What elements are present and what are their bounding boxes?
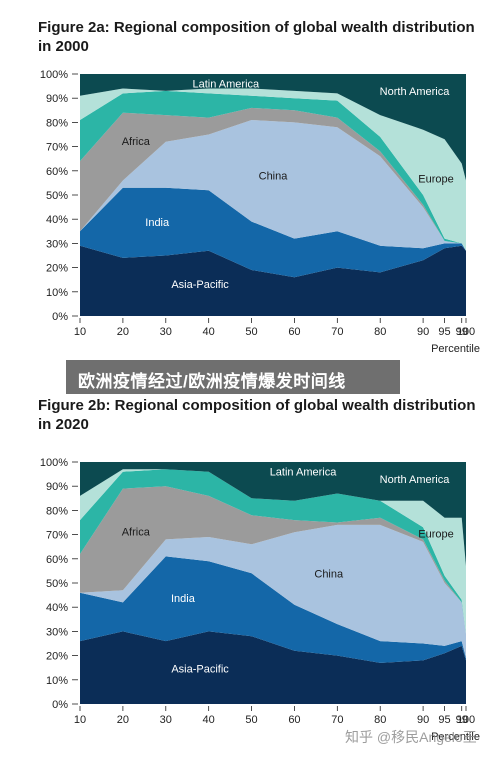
y-tick-label: 30% (46, 626, 68, 638)
x-tick-label: 70 (331, 326, 343, 338)
x-tick-label: 90 (417, 326, 429, 338)
y-tick-label: 20% (46, 263, 68, 275)
area-latin-america (80, 469, 466, 634)
area-china (80, 120, 466, 251)
x-tick-label: 40 (203, 326, 215, 338)
y-tick-label: 100% (40, 457, 68, 469)
y-tick-label: 30% (46, 238, 68, 250)
region-label-north-america: North America (380, 86, 451, 98)
region-label-india: India (171, 593, 196, 605)
y-tick-label: 70% (46, 142, 68, 154)
region-label-asia-pacific: Asia-Pacific (171, 664, 229, 676)
x-axis-label: Percentile (431, 731, 480, 743)
y-tick-label: 0% (52, 699, 68, 711)
y-tick-label: 60% (46, 166, 68, 178)
watermark-text: 知乎 @移民Angelo王 (345, 729, 477, 745)
y-tick-label: 90% (46, 93, 68, 105)
plot-area (80, 462, 466, 704)
region-label-europe: Europe (418, 173, 453, 185)
y-tick-label: 80% (46, 117, 68, 129)
y-tick-label: 50% (46, 190, 68, 202)
y-tick-label: 90% (46, 481, 68, 493)
x-tick-label: 40 (203, 714, 215, 726)
y-tick-label: 10% (46, 675, 68, 687)
area-latin-america (80, 90, 466, 251)
region-label-north-america: North America (380, 474, 451, 486)
figure-2b-title: Figure 2b: Regional composition of globa… (38, 397, 476, 433)
x-tick-label: 50 (245, 714, 257, 726)
y-tick-label: 100% (40, 69, 68, 81)
plot-area (80, 74, 466, 316)
y-tick-label: 40% (46, 602, 68, 614)
x-tick-label: 20 (117, 326, 129, 338)
x-tick-label: 20 (117, 714, 129, 726)
x-tick-label: 100 (457, 714, 475, 726)
x-tick-label: 95 (438, 714, 450, 726)
x-tick-label: 80 (374, 714, 386, 726)
area-asia-pacific (80, 631, 466, 704)
region-label-latin-america: Latin America (270, 467, 338, 479)
x-tick-label: 30 (160, 326, 172, 338)
x-axis-label: Percentile (431, 343, 480, 355)
x-tick-label: 50 (245, 326, 257, 338)
region-label-asia-pacific: Asia-Pacific (171, 279, 229, 291)
overlay-banner-text: 欧洲疫情经过/欧洲疫情爆发时间线 (78, 372, 346, 391)
y-tick-label: 50% (46, 578, 68, 590)
area-north-america (80, 462, 466, 567)
area-china (80, 524, 466, 658)
figure-2a-chart: 0% 10% 20% 30% 40% 50% 60% 70% 80% 90% 100% 10 20 30 4… (40, 69, 480, 355)
region-label-latin-america: Latin America (192, 79, 260, 91)
x-tick-label: 60 (288, 326, 300, 338)
y-tick-label: 0% (52, 311, 68, 323)
area-north-america (80, 74, 466, 181)
x-tick-label: 95 (438, 326, 450, 338)
region-label-india: India (145, 217, 170, 229)
y-tick-label: 10% (46, 287, 68, 299)
region-label-china: China (314, 568, 344, 580)
x-tick-label: 90 (417, 714, 429, 726)
area-asia-pacific (80, 245, 466, 316)
area-india (80, 556, 466, 663)
x-tick-label: 10 (74, 326, 86, 338)
x-tick-label: 60 (288, 714, 300, 726)
x-tick-label: 80 (374, 326, 386, 338)
region-label-africa: Africa (122, 526, 151, 538)
area-africa (80, 107, 466, 251)
region-label-africa: Africa (122, 136, 151, 148)
x-tick-label: 10 (74, 714, 86, 726)
x-tick-label: 99 (456, 714, 468, 726)
area-africa (80, 486, 466, 634)
overlay-banner-background (66, 360, 400, 394)
region-label-china: China (259, 171, 289, 183)
x-tick-label: 30 (160, 714, 172, 726)
y-tick-label: 60% (46, 554, 68, 566)
area-india (80, 187, 466, 278)
y-tick-label: 70% (46, 530, 68, 542)
figure-2b-chart: 0% 10% 20% 30% 40% 50% 60% 70% 80% 90% 100% 10 20 30 4… (40, 457, 480, 743)
region-label-europe: Europe (418, 529, 453, 541)
y-tick-label: 40% (46, 214, 68, 226)
y-tick-label: 80% (46, 505, 68, 517)
y-tick-label: 20% (46, 651, 68, 663)
x-tick-label: 70 (331, 714, 343, 726)
x-tick-label: 99 (456, 326, 468, 338)
figure-2a-title: Figure 2a: Regional composition of globa… (38, 19, 475, 55)
x-tick-label: 100 (457, 326, 475, 338)
